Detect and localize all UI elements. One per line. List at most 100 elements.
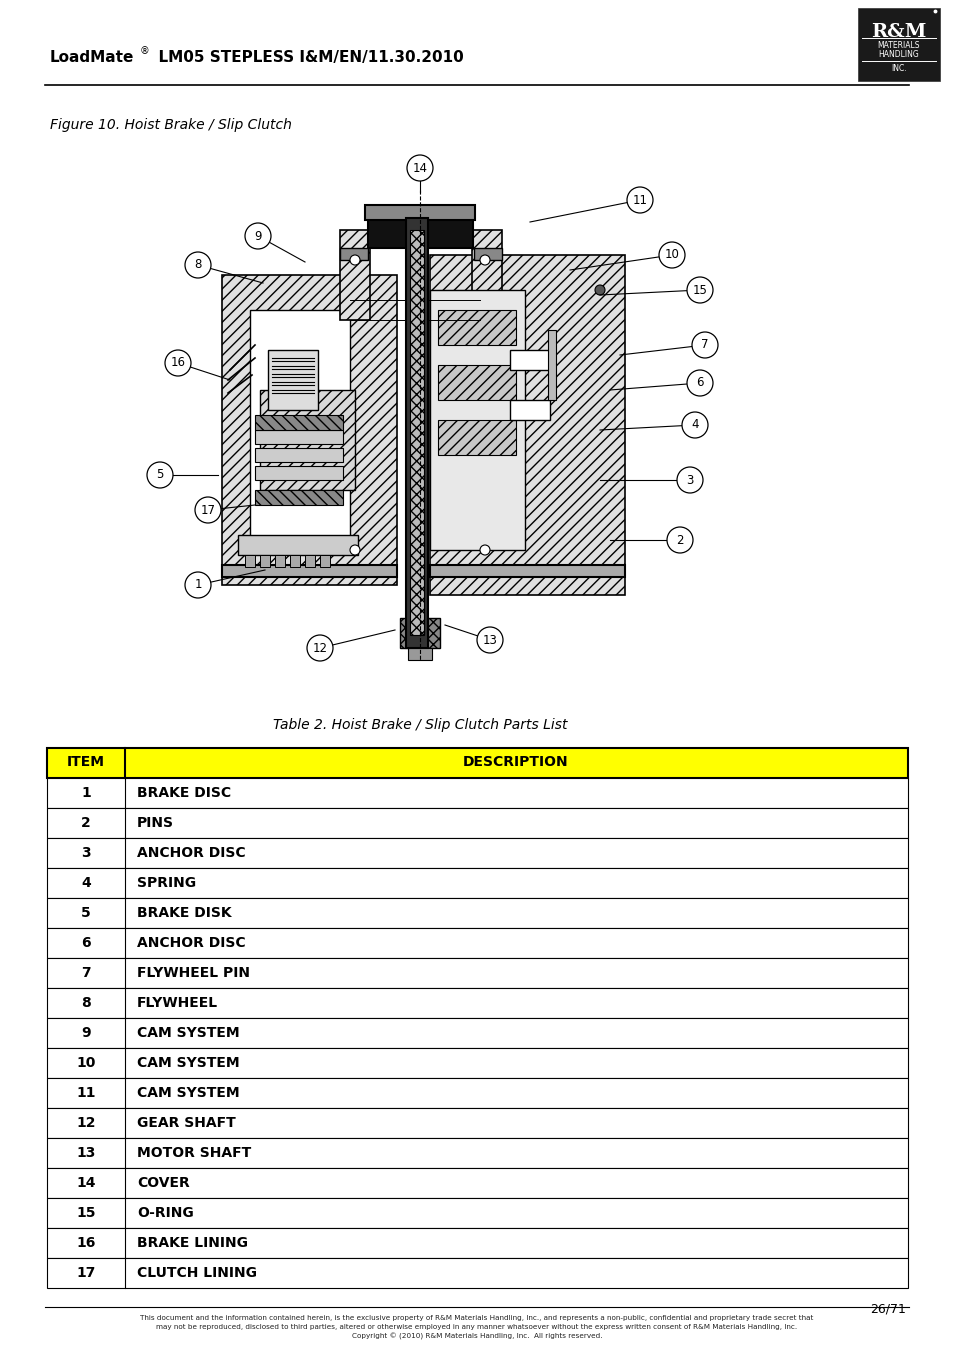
Text: ®: ® (140, 46, 150, 55)
Bar (339, 249, 368, 259)
Text: 15: 15 (76, 1206, 95, 1220)
Text: CAM SYSTEM: CAM SYSTEM (137, 1056, 239, 1070)
Bar (474, 249, 501, 259)
Text: DESCRIPTION: DESCRIPTION (463, 755, 568, 769)
Bar (547, 330, 556, 400)
Bar (435, 340, 504, 370)
Bar (250, 309, 350, 550)
Bar (47, 748, 907, 778)
Bar (47, 838, 907, 867)
Circle shape (659, 242, 684, 267)
Circle shape (677, 467, 702, 493)
Text: 9: 9 (254, 230, 261, 242)
Text: 2: 2 (676, 534, 683, 547)
Bar (254, 490, 343, 505)
Bar (268, 350, 317, 409)
Bar (410, 230, 423, 635)
Text: INC.: INC. (890, 63, 906, 73)
Text: Figure 10. Hoist Brake / Slip Clutch: Figure 10. Hoist Brake / Slip Clutch (50, 118, 292, 132)
Text: 3: 3 (685, 473, 693, 486)
Bar (437, 309, 516, 345)
Text: SPRING: SPRING (137, 875, 196, 890)
Text: CLUTCH LINING: CLUTCH LINING (137, 1266, 256, 1279)
Bar (406, 218, 428, 648)
Text: 16: 16 (76, 1236, 95, 1250)
Text: 12: 12 (76, 1116, 95, 1129)
Text: 7: 7 (700, 339, 708, 351)
Bar (47, 958, 907, 988)
Bar (290, 555, 299, 567)
Text: 5: 5 (81, 907, 91, 920)
Text: 4: 4 (81, 875, 91, 890)
Text: LM05 STEPLESS I&M/EN/11.30.2010: LM05 STEPLESS I&M/EN/11.30.2010 (148, 50, 463, 65)
Bar (47, 988, 907, 1019)
Text: 8: 8 (194, 258, 201, 272)
Text: 17: 17 (76, 1266, 95, 1279)
Text: MOTOR SHAFT: MOTOR SHAFT (137, 1146, 251, 1161)
Text: 5: 5 (156, 469, 164, 481)
Circle shape (681, 412, 707, 438)
Bar (319, 555, 330, 567)
Text: This document and the information contained herein, is the exclusive property of: This document and the information contai… (140, 1315, 813, 1339)
Bar (47, 1078, 907, 1108)
Text: 13: 13 (76, 1146, 95, 1161)
Text: 1: 1 (81, 786, 91, 800)
Text: FLYWHEEL PIN: FLYWHEEL PIN (137, 966, 250, 979)
Text: 7: 7 (81, 966, 91, 979)
Circle shape (479, 255, 490, 265)
Text: MATERIALS: MATERIALS (877, 41, 920, 50)
Text: COVER: COVER (137, 1175, 190, 1190)
Text: 12: 12 (313, 642, 327, 654)
Bar (254, 449, 343, 462)
Text: 14: 14 (76, 1175, 95, 1190)
Text: LoadMate: LoadMate (50, 50, 134, 65)
Text: 6: 6 (696, 377, 703, 389)
Circle shape (165, 350, 191, 376)
Bar (254, 466, 343, 480)
Circle shape (476, 627, 502, 653)
Text: 16: 16 (171, 357, 185, 370)
Circle shape (595, 285, 604, 295)
Text: BRAKE DISK: BRAKE DISK (137, 907, 232, 920)
Bar (305, 555, 314, 567)
Bar (339, 230, 370, 320)
Text: PINS: PINS (137, 816, 173, 830)
Text: 11: 11 (632, 193, 647, 207)
Text: ITEM: ITEM (67, 755, 105, 769)
Bar (430, 290, 524, 550)
Text: 15: 15 (692, 284, 707, 296)
Bar (47, 1048, 907, 1078)
Text: 4: 4 (691, 419, 698, 431)
Text: 13: 13 (482, 634, 497, 647)
Text: 14: 14 (412, 162, 427, 174)
Bar (47, 898, 907, 928)
Text: 3: 3 (81, 846, 91, 861)
Text: CAM SYSTEM: CAM SYSTEM (137, 1025, 239, 1040)
Bar (435, 490, 504, 520)
Bar (47, 1019, 907, 1048)
Text: 8: 8 (81, 996, 91, 1011)
Text: FLYWHEEL: FLYWHEEL (137, 996, 218, 1011)
Bar (365, 205, 475, 220)
Circle shape (194, 497, 221, 523)
Bar (47, 928, 907, 958)
Text: 26/71: 26/71 (869, 1302, 905, 1316)
Bar (437, 420, 516, 455)
Text: 9: 9 (81, 1025, 91, 1040)
Text: GEAR SHAFT: GEAR SHAFT (137, 1116, 235, 1129)
Bar (857, 8, 939, 81)
Circle shape (626, 186, 652, 213)
Text: 1: 1 (194, 578, 201, 592)
Text: ANCHOR DISC: ANCHOR DISC (137, 936, 245, 950)
Bar (245, 555, 254, 567)
Text: 17: 17 (200, 504, 215, 516)
Text: Table 2. Hoist Brake / Slip Clutch Parts List: Table 2. Hoist Brake / Slip Clutch Parts… (273, 717, 567, 732)
Text: CAM SYSTEM: CAM SYSTEM (137, 1086, 239, 1100)
Bar (435, 290, 504, 320)
Bar (260, 390, 355, 490)
Bar (510, 400, 550, 420)
Text: 11: 11 (76, 1086, 95, 1100)
Bar (47, 1258, 907, 1288)
Text: HANDLING: HANDLING (878, 50, 919, 59)
Bar (47, 1138, 907, 1169)
